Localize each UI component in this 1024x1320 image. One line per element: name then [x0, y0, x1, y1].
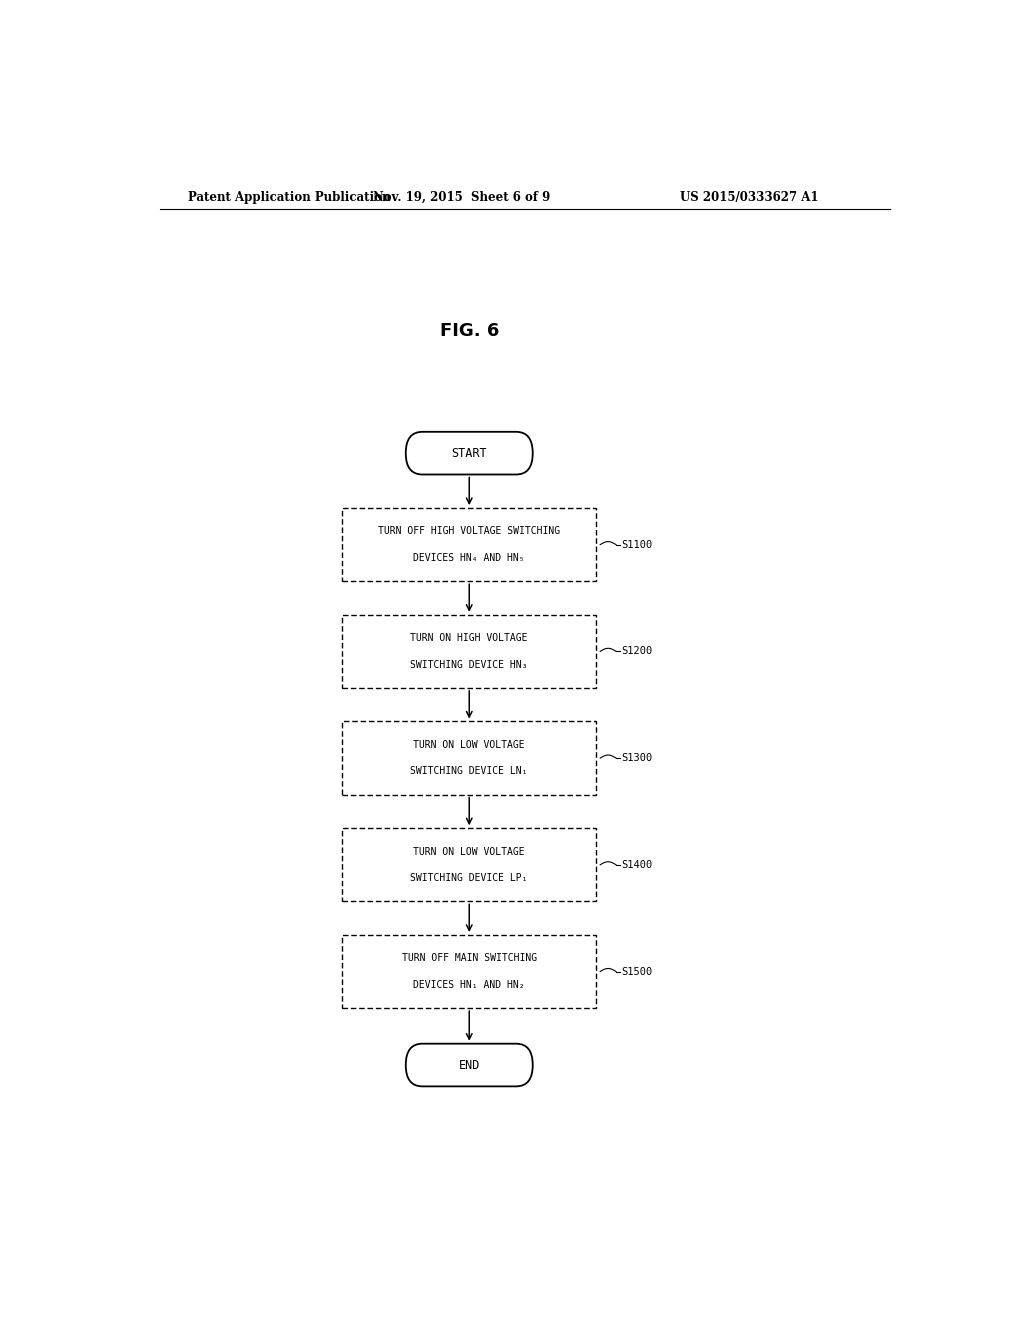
FancyBboxPatch shape — [406, 432, 532, 474]
Text: TURN ON HIGH VOLTAGE: TURN ON HIGH VOLTAGE — [411, 634, 528, 643]
Text: DEVICES HN₁ AND HN₂: DEVICES HN₁ AND HN₂ — [414, 979, 525, 990]
Text: TURN ON LOW VOLTAGE: TURN ON LOW VOLTAGE — [414, 846, 525, 857]
Text: SWITCHING DEVICE LP₁: SWITCHING DEVICE LP₁ — [411, 873, 528, 883]
Text: SWITCHING DEVICE LN₁: SWITCHING DEVICE LN₁ — [411, 767, 528, 776]
Text: DEVICES HN₄ AND HN₅: DEVICES HN₄ AND HN₅ — [414, 553, 525, 562]
Text: S1400: S1400 — [622, 859, 653, 870]
Text: TURN OFF MAIN SWITCHING: TURN OFF MAIN SWITCHING — [401, 953, 537, 964]
Text: SWITCHING DEVICE HN₃: SWITCHING DEVICE HN₃ — [411, 660, 528, 669]
FancyBboxPatch shape — [406, 1044, 532, 1086]
Text: Nov. 19, 2015  Sheet 6 of 9: Nov. 19, 2015 Sheet 6 of 9 — [373, 190, 550, 203]
FancyBboxPatch shape — [342, 828, 596, 902]
Text: TURN OFF HIGH VOLTAGE SWITCHING: TURN OFF HIGH VOLTAGE SWITCHING — [378, 527, 560, 536]
Text: START: START — [452, 446, 487, 459]
Text: TURN ON LOW VOLTAGE: TURN ON LOW VOLTAGE — [414, 741, 525, 750]
FancyBboxPatch shape — [342, 508, 596, 581]
Text: US 2015/0333627 A1: US 2015/0333627 A1 — [680, 190, 818, 203]
FancyBboxPatch shape — [342, 722, 596, 795]
FancyBboxPatch shape — [342, 615, 596, 688]
Text: FIG. 6: FIG. 6 — [439, 322, 499, 341]
Text: END: END — [459, 1059, 480, 1072]
Text: S1100: S1100 — [622, 540, 653, 549]
Text: Patent Application Publication: Patent Application Publication — [187, 190, 390, 203]
FancyBboxPatch shape — [342, 935, 596, 1008]
Text: S1200: S1200 — [622, 647, 653, 656]
Text: S1500: S1500 — [622, 966, 653, 977]
Text: S1300: S1300 — [622, 754, 653, 763]
